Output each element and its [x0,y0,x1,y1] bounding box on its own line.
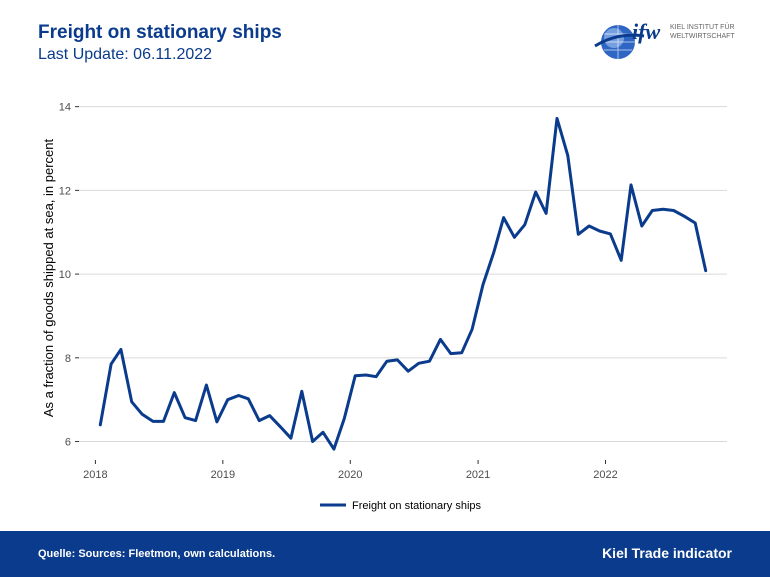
y-tick-label: 12 [59,185,71,197]
legend: Freight on stationary ships [320,500,482,512]
x-tick-label: 2021 [466,469,490,481]
footer-brand: Kiel Trade indicator [602,545,732,561]
ifw-logo-mark: ifw [632,19,660,44]
legend-label: Freight on stationary ships [352,500,482,512]
footer-source: Quelle: Sources: Fleetmon, own calculati… [38,548,276,560]
x-tick-label: 2018 [83,469,107,481]
series-line [98,116,708,451]
grid-lines [79,106,727,443]
x-tick-label: 2022 [593,469,617,481]
ifw-logo-line2: WELTWIRTSCHAFT [670,33,735,40]
x-tick-label: 2020 [338,469,362,481]
globe-icon [594,25,645,59]
y-tick-label: 8 [65,353,71,365]
footer-bar: Quelle: Sources: Fleetmon, own calculati… [0,531,770,577]
y-tick-label: 6 [65,437,71,449]
ifw-logo-line1: KIEL INSTITUT FÜR [670,23,735,31]
y-tick-label: 10 [59,269,71,281]
y-axis-label: As a fraction of goods shipped at sea, i… [41,138,56,417]
last-update-subtitle: Last Update: 06.11.2022 [38,46,213,63]
x-tick-label: 2019 [211,469,235,481]
axis-ticks: 6 8 10 12 14 2018 2019 2020 2021 2022 [59,102,618,481]
y-tick-label: 14 [59,102,71,114]
series-layer [98,116,708,451]
line-chart: 6 8 10 12 14 2018 2019 2020 2021 2022 As a fracti… [41,102,727,512]
chart-title: Freight on stationary ships [38,22,282,43]
ifw-logo: ifw KIEL INSTITUT FÜR WELTWIRTSCHAFT [594,19,735,59]
